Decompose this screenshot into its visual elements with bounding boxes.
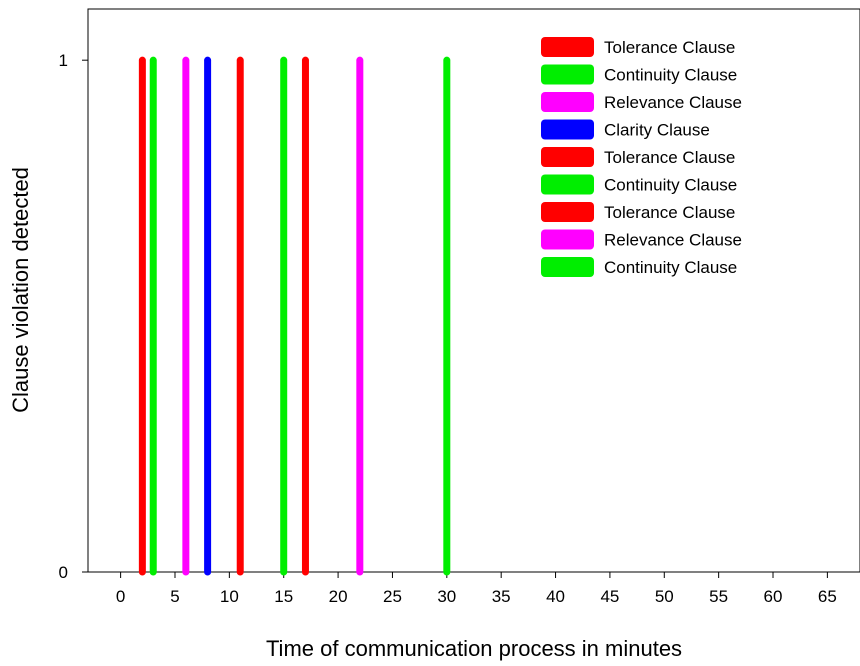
x-tick-label: 20 — [329, 587, 348, 606]
legend-label: Relevance Clause — [604, 93, 742, 112]
y-tick-label: 0 — [59, 563, 68, 582]
legend-label: Relevance Clause — [604, 231, 742, 250]
legend-swatch — [541, 64, 594, 85]
legend-label: Tolerance Clause — [604, 38, 735, 57]
x-tick-label: 10 — [220, 587, 239, 606]
x-axis-title: Time of communication process in minutes — [266, 636, 682, 661]
legend-swatch — [541, 229, 594, 250]
legend-swatch — [541, 257, 594, 277]
y-axis-title: Clause violation detected — [8, 167, 33, 413]
legend-swatch — [541, 147, 594, 167]
plot-frame — [87, 8, 860, 573]
x-tick-label: 25 — [383, 587, 402, 606]
x-tick-label: 30 — [437, 587, 456, 606]
legend-swatch — [541, 119, 594, 140]
legend-label: Tolerance Clause — [604, 148, 735, 167]
legend-swatch — [541, 174, 594, 195]
legend-swatch — [541, 37, 594, 57]
legend-label: Continuity Clause — [604, 258, 737, 277]
legend: Tolerance Clause Continuity Clause Relevan… — [541, 37, 742, 277]
x-tick-label: 0 — [116, 587, 125, 606]
x-tick-label: 60 — [764, 587, 783, 606]
x-tick-label: 55 — [709, 587, 728, 606]
x-tick-label: 5 — [170, 587, 179, 606]
x-tick-label: 15 — [274, 587, 293, 606]
x-tick-label: 35 — [492, 587, 511, 606]
legend-swatch — [541, 92, 594, 112]
x-tick-label: 50 — [655, 587, 674, 606]
y-axis-ticks: 01 — [59, 51, 88, 582]
x-tick-label: 45 — [600, 587, 619, 606]
legend-label: Continuity Clause — [604, 176, 737, 195]
legend-label: Tolerance Clause — [604, 203, 735, 222]
bars — [138, 56, 451, 576]
x-axis-ticks: 0 5 10 15 20 25 30 35 40 45 50 55 60 65 — [116, 572, 837, 606]
legend-label: Continuity Clause — [604, 66, 737, 85]
x-tick-label: 65 — [818, 587, 837, 606]
legend-swatch — [541, 202, 594, 222]
y-tick-label: 1 — [59, 51, 68, 70]
x-tick-label: 40 — [546, 587, 565, 606]
legend-label: Clarity Clause — [604, 121, 710, 140]
